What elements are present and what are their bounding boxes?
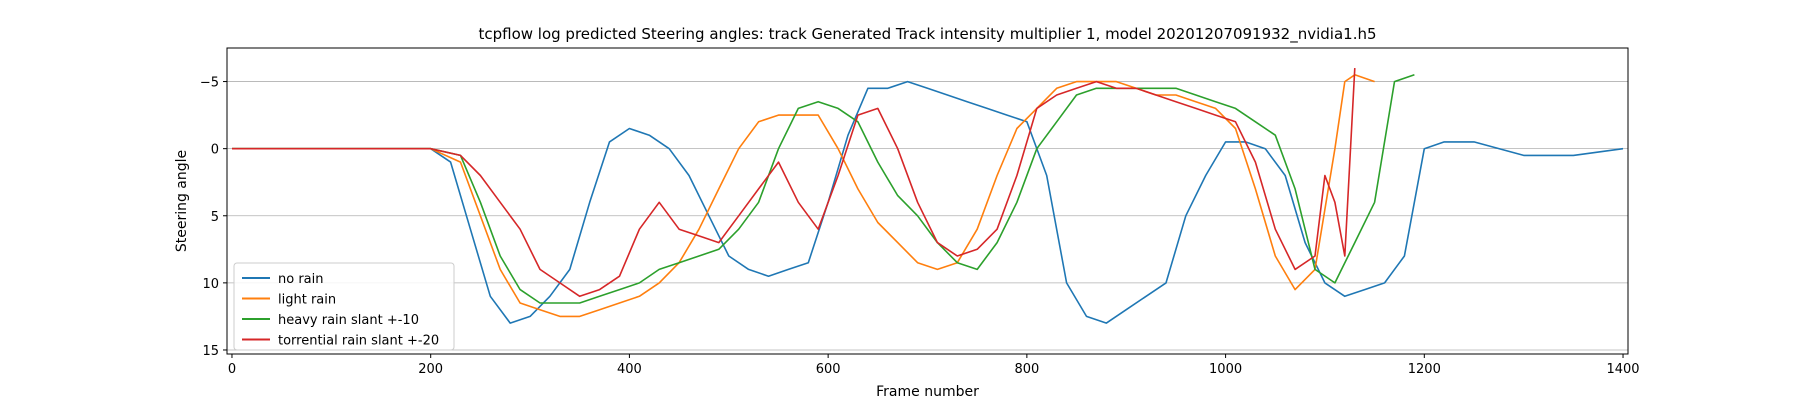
x-tick-label: 1000 xyxy=(1209,362,1242,377)
x-axis-label: Frame number xyxy=(876,384,979,400)
y-axis-label: Steering angle xyxy=(174,150,190,252)
legend: no rain light rain heavy rain slant +-10 to… xyxy=(233,262,455,351)
axis-ticks: −5 0 5 10 15 0 200 400 600 800 1000 1200 1400 xyxy=(200,76,1640,377)
chart-title: tcpflow log predicted Steering angles: t… xyxy=(478,25,1376,44)
x-tick-label: 0 xyxy=(228,362,236,377)
legend-label: light rain xyxy=(278,293,336,308)
legend-label: heavy rain slant +-10 xyxy=(278,313,419,328)
legend-label: torrential rain slant +-20 xyxy=(278,334,439,349)
y-tick-label: 15 xyxy=(202,344,219,359)
y-tick-label: −5 xyxy=(200,76,219,91)
x-tick-label: 800 xyxy=(1014,362,1039,377)
x-tick-label: 400 xyxy=(617,362,642,377)
x-tick-label: 1400 xyxy=(1606,362,1639,377)
series-line-3 xyxy=(232,68,1356,298)
legend-box xyxy=(233,262,455,351)
y-tick-label: 5 xyxy=(211,210,219,225)
x-tick-label: 600 xyxy=(816,362,841,377)
series-lines xyxy=(232,68,1624,324)
y-tick-label: 10 xyxy=(202,277,219,292)
legend-label: no rain xyxy=(278,272,324,287)
x-tick-label: 200 xyxy=(418,362,443,377)
x-tick-label: 1200 xyxy=(1408,362,1441,377)
series-line-2 xyxy=(232,74,1415,304)
y-tick-label: 0 xyxy=(211,143,219,158)
series-line-0 xyxy=(232,80,1624,324)
series-line-1 xyxy=(232,74,1375,318)
plot-area-frame xyxy=(226,47,1629,355)
